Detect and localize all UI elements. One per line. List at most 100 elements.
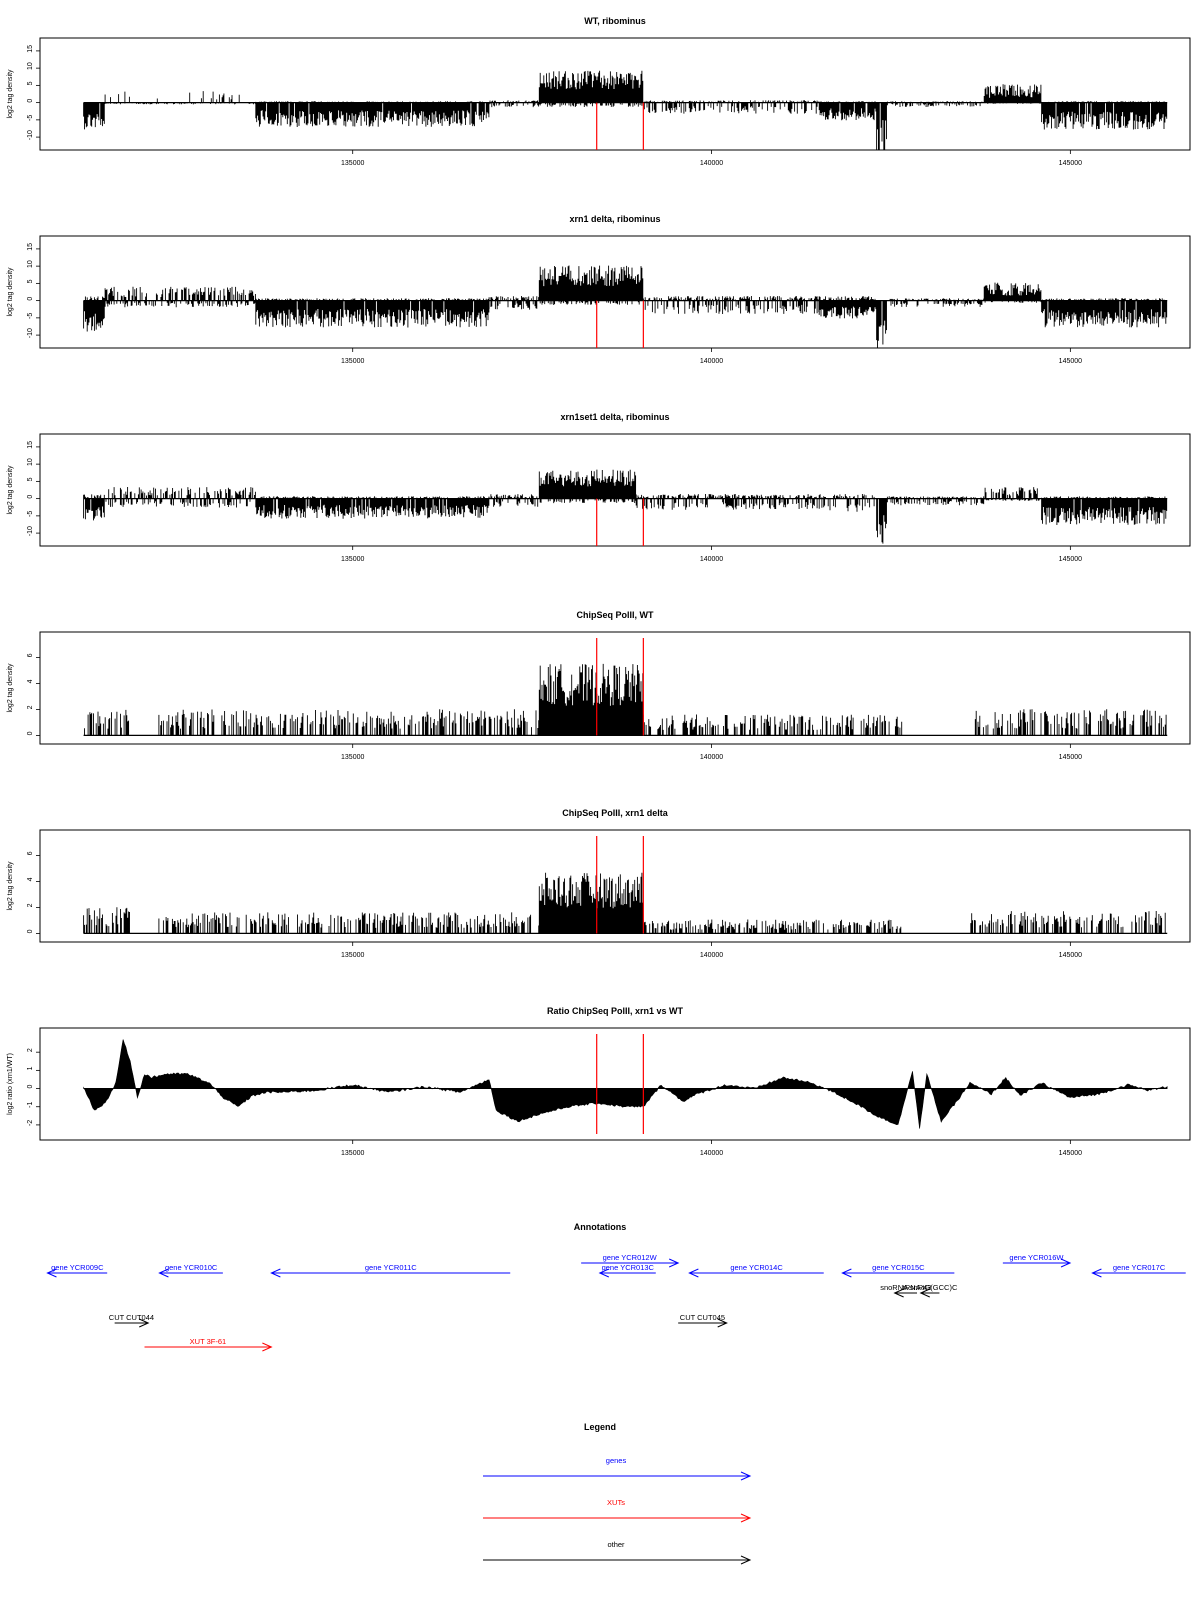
legend-arrow xyxy=(483,1471,752,1481)
feature-label: gene YCR013C xyxy=(602,1263,655,1272)
x-tick-label: 145000 xyxy=(1059,754,1082,761)
y-tick-label: 5 xyxy=(27,477,34,481)
y-tick-label: 6 xyxy=(27,851,34,855)
feature-label: gene YCR009C xyxy=(51,1263,104,1272)
y-tick-label: -2 xyxy=(27,1120,34,1126)
plot-panel-5: ChipSeq PolII, xrn1 delta 0 2 4 6 log2 tag de… xyxy=(7,808,1191,959)
x-tick-label: 145000 xyxy=(1059,160,1082,167)
y-axis-label: log2 tag density xyxy=(7,465,14,515)
feature-arrow xyxy=(144,1342,273,1352)
data-layer xyxy=(83,70,1168,150)
feature-arrow xyxy=(841,1268,955,1278)
y-tick-label: 2 xyxy=(27,903,34,907)
plot-panel-3: xrn1set1 delta, ribominus -10 -5 0 5 10 15 log2… xyxy=(7,412,1191,563)
feature-label: XUT 3F-61 xyxy=(190,1337,227,1346)
y-tick-label: -5 xyxy=(27,313,34,319)
x-tick-label: 140000 xyxy=(700,556,723,563)
feature-arrow xyxy=(919,1288,940,1298)
x-tick-label: 140000 xyxy=(700,358,723,365)
plot-frame xyxy=(39,1027,1191,1141)
y-axis-label: log2 ratio (xrn1/WT) xyxy=(7,1053,14,1115)
x-tick-label: 135000 xyxy=(341,952,364,959)
y-tick-label: 0 xyxy=(27,929,34,933)
y-tick-label: 0 xyxy=(27,297,34,301)
feature-arrow xyxy=(678,1318,728,1328)
y-tick-label: 5 xyxy=(27,81,34,85)
y-axis-label: log2 tag density xyxy=(7,663,14,713)
plot-frame xyxy=(39,829,1191,943)
y-tick-label: 15 xyxy=(27,441,34,449)
y-tick-label: 2 xyxy=(27,705,34,709)
feature-arrow xyxy=(1091,1268,1186,1278)
signal-bars xyxy=(83,265,1168,348)
y-tick-label: 0 xyxy=(27,495,34,499)
plot-title: xrn1 delta, ribominus xyxy=(569,214,660,224)
y-tick-label: 1 xyxy=(27,1066,34,1070)
feature-arrow xyxy=(581,1258,680,1268)
y-tick-label: 6 xyxy=(27,653,34,657)
x-tick-label: 135000 xyxy=(341,556,364,563)
y-tick-label: 2 xyxy=(27,1048,34,1052)
feature-label: CUT CUT044 xyxy=(109,1313,154,1322)
plot-frame xyxy=(39,37,1191,151)
legend-arrow xyxy=(483,1555,752,1565)
plot-title: ChipSeq PolII, xrn1 delta xyxy=(562,808,669,818)
feature-arrow xyxy=(688,1268,824,1278)
y-tick-label: -10 xyxy=(27,328,34,338)
y-tick-label: -10 xyxy=(27,526,34,536)
plot-frame xyxy=(39,433,1191,547)
plot-frame xyxy=(39,235,1191,349)
legend-arrow xyxy=(483,1513,752,1523)
annotations-panel: Annotations gene YCR009C gene YCR010C gene … xyxy=(46,1222,1186,1352)
plot-title: ChipSeq PolII, WT xyxy=(577,610,654,620)
legend-label: other xyxy=(607,1540,625,1549)
y-tick-label: 15 xyxy=(27,45,34,53)
signal-bars xyxy=(83,872,1166,934)
x-tick-label: 135000 xyxy=(341,358,364,365)
feature-arrow xyxy=(114,1318,150,1328)
legend-panel: Legend genes XUTs other xyxy=(483,1422,752,1565)
legend-title: Legend xyxy=(584,1422,616,1432)
y-axis-label: log2 tag density xyxy=(7,69,14,119)
feature-label: gene YCR016W xyxy=(1009,1253,1064,1262)
y-tick-label: 0 xyxy=(27,1084,34,1088)
x-tick-label: 140000 xyxy=(700,1150,723,1157)
plot-title: xrn1set1 delta, ribominus xyxy=(560,412,669,422)
y-tick-label: 15 xyxy=(27,243,34,251)
x-tick-label: 135000 xyxy=(341,754,364,761)
x-tick-label: 140000 xyxy=(700,952,723,959)
y-tick-label: -5 xyxy=(27,115,34,121)
legend-label: XUTs xyxy=(607,1498,625,1507)
plot-panel-2: xrn1 delta, ribominus -10 -5 0 5 10 15 log2 tag… xyxy=(7,214,1191,365)
feature-label: gene YCR012W xyxy=(603,1253,658,1262)
feature-label: gene YCR010C xyxy=(165,1263,218,1272)
x-tick-label: 145000 xyxy=(1059,952,1082,959)
plot-frame xyxy=(39,631,1191,745)
x-tick-label: 135000 xyxy=(341,1150,364,1157)
y-tick-label: 0 xyxy=(27,99,34,103)
feature-arrow xyxy=(1002,1258,1072,1268)
y-tick-label: 10 xyxy=(27,458,34,466)
plot-panel-4: ChipSeq PolII, WT 0 2 4 6 log2 tag density 135… xyxy=(7,610,1191,761)
y-tick-label: 10 xyxy=(27,260,34,268)
feature-label: CUT CUT045 xyxy=(680,1313,725,1322)
plot-title: WT, ribominus xyxy=(584,16,646,26)
feature-label: gene YCR011C xyxy=(365,1263,417,1272)
y-tick-label: 0 xyxy=(27,731,34,735)
feature-label: snoRNA snR43 xyxy=(880,1283,931,1292)
y-tick-label: -1 xyxy=(27,1102,34,1108)
data-layer xyxy=(83,469,1168,546)
feature-arrow xyxy=(46,1268,108,1278)
x-tick-label: 140000 xyxy=(700,754,723,761)
y-tick-label: 5 xyxy=(27,279,34,283)
signal-bars xyxy=(83,70,1168,150)
ratio-area xyxy=(83,1039,1168,1129)
y-tick-label: 4 xyxy=(27,679,34,683)
feature-arrow xyxy=(158,1268,223,1278)
x-tick-label: 135000 xyxy=(341,160,364,167)
x-tick-label: 145000 xyxy=(1059,556,1082,563)
x-tick-label: 145000 xyxy=(1059,1150,1082,1157)
y-tick-label: 4 xyxy=(27,877,34,881)
plot-panel-1: WT, ribominus -10 -5 0 5 10 15 log2 tag density… xyxy=(7,16,1191,167)
